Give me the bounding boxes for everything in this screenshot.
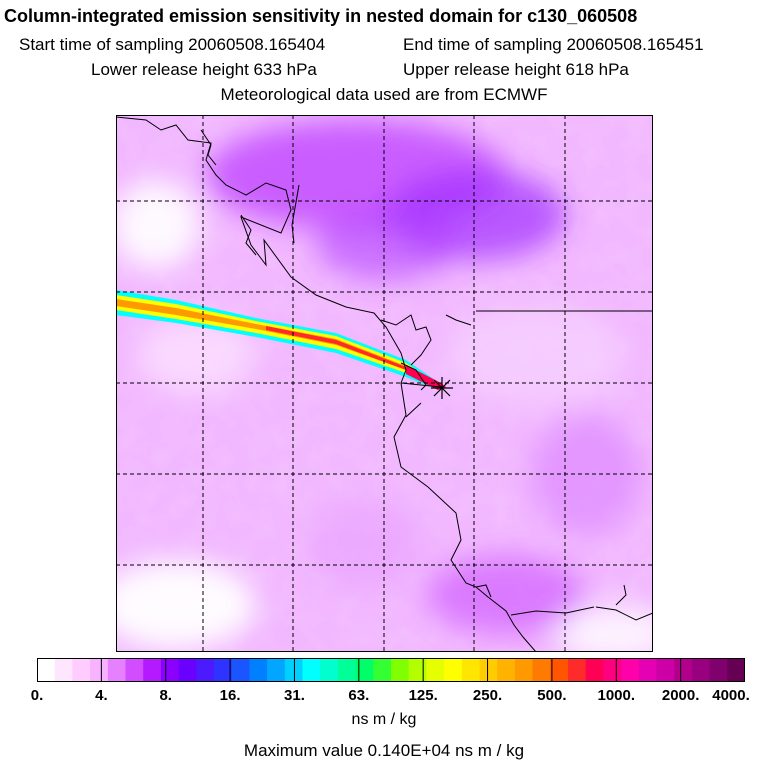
end-time-label: End time of sampling 20060508.165451 [403,35,704,54]
units-label: ns m / kg [351,711,417,728]
maximum-value-label: Maximum value 0.140E+04 ns m / kg [243,741,525,760]
color-scale-swatch [674,658,693,682]
color-scale-swatch [656,658,675,682]
color-scale-swatch [107,658,126,682]
color-scale-swatch [231,658,250,682]
color-scale-tick-label: 250. [472,687,503,704]
color-scale-swatch [727,658,745,682]
color-scale-tick-label: 4000. [712,687,750,704]
release-point-marker [431,377,453,399]
color-scale-swatch [267,658,286,682]
color-scale-swatch [373,658,392,682]
color-scale-swatch [72,658,91,682]
color-scale-swatch [37,658,56,682]
color-scale-bar [37,658,745,682]
color-scale-swatch [479,658,498,682]
field-patches [116,120,653,652]
color-scale-swatch [514,658,534,682]
color-scale-tick-label: 4. [95,687,108,704]
plot-title: Column-integrated emission sensitivity i… [4,6,638,26]
color-scale-tick-label: 31. [284,687,305,704]
color-scale-swatch [532,658,551,682]
color-scale-swatch [249,658,268,682]
color-scale-swatch [160,658,180,682]
color-scale-swatch [709,658,728,682]
color-scale-frame [37,658,745,682]
color-scale-swatch [550,658,569,682]
color-scale-swatch [568,658,587,682]
color-scale-swatch [391,658,410,682]
met-data-label: Meteorological data used are from ECMWF [220,85,548,104]
color-scale-swatch [691,658,711,682]
color-scale-swatch [90,658,109,682]
color-scale-tick-label: 8. [159,687,172,704]
color-scale-swatch [337,658,357,682]
color-scale-swatch [125,658,144,682]
color-scale-swatch [54,658,73,682]
map-frame [116,115,653,652]
color-scale-swatch [320,658,339,682]
color-scale-swatch [461,658,480,682]
sensitivity-map [116,115,653,652]
color-scale-swatch [408,658,427,682]
start-time-label: Start time of sampling 20060508.165404 [19,35,326,54]
color-scale-tick-label: 1000. [597,687,636,704]
color-scale-swatch [426,658,445,682]
color-scale-tick-label: 125. [408,687,438,704]
color-scale-swatch [355,658,374,682]
color-scale-swatch [284,658,303,682]
color-scale-tick-label: 500. [537,687,567,704]
lower-release-label: Lower release height 633 hPa [91,60,317,79]
upper-release-label: Upper release height 618 hPa [403,60,629,79]
graticule [116,115,653,652]
plume-track [116,290,446,390]
color-scale-tick-label: 16. [219,687,241,704]
color-scale-swatch [638,658,657,682]
color-scale-swatch [585,658,604,682]
color-scale-swatch [178,658,197,682]
color-scale-swatch [196,658,215,682]
coastlines [116,116,653,652]
color-scale-swatch [214,658,233,682]
color-scale-tick-label: 0. [30,687,44,704]
color-scale-tick-label: 2000. [661,687,700,704]
color-scale-swatch [603,658,622,682]
color-scale-swatch [444,658,463,682]
color-scale-swatch [497,658,516,682]
color-scale-swatch [302,658,321,682]
color-scale-swatch [143,658,162,682]
color-scale-swatch [621,658,640,682]
color-scale-tick-label: 63. [348,687,370,704]
